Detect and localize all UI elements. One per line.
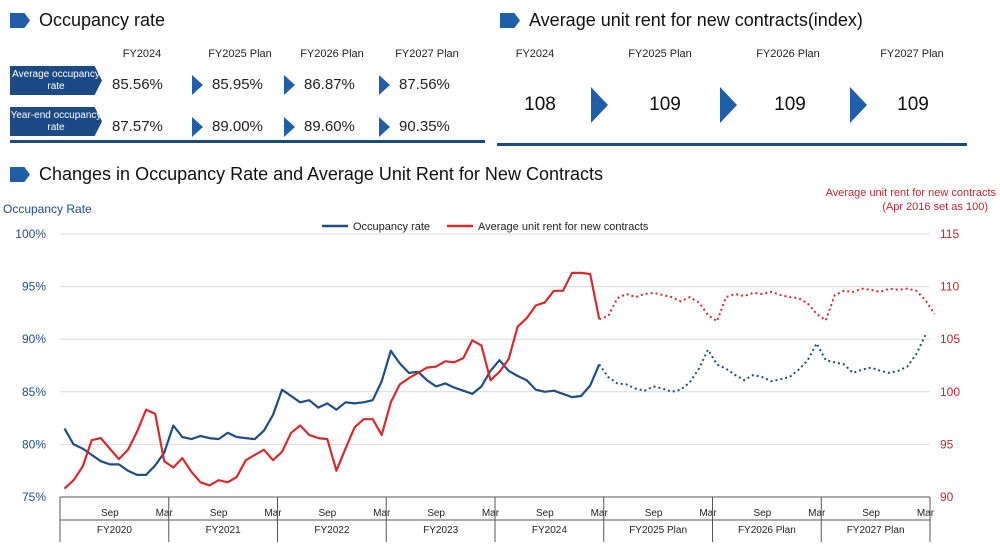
fiscal-year-label: FY2024: [532, 525, 567, 536]
arrow-right-icon: [284, 75, 295, 95]
arrow-right-icon: [379, 75, 390, 95]
left-tick-label: 90%: [22, 332, 46, 346]
arrow-right-icon: [379, 117, 390, 137]
rent-index-value: 109: [649, 94, 681, 115]
fiscal-year-label: FY2025 Plan: [629, 525, 687, 536]
month-tick-label: Mar: [591, 508, 609, 519]
month-tick-label: Sep: [753, 508, 771, 519]
month-tick-label: Mar: [699, 508, 717, 519]
left-tick-label: 75%: [22, 490, 46, 504]
rent-col-header: FY2027 Plan: [880, 48, 944, 60]
right-tick-label: 100: [940, 385, 960, 399]
occupancy-title-text: Occupancy rate: [39, 10, 166, 30]
right-tick-label: 110: [940, 280, 959, 294]
fiscal-year-label: FY2023: [423, 525, 458, 536]
occupancy-value: 89.00%: [212, 118, 263, 135]
section-marker-icon: [10, 13, 30, 28]
month-tick-label: Sep: [318, 508, 336, 519]
series-line-plan: [598, 334, 927, 393]
chart-section-title: Changes in Occupancy Rate and Average Un…: [10, 164, 603, 185]
occupancy-value: 89.60%: [304, 118, 355, 135]
series-line-actual: [63, 271, 601, 490]
occupancy-value: 86.87%: [304, 76, 355, 93]
rent-index-title-text: Average unit rent for new contracts(inde…: [529, 10, 863, 30]
occupancy-col-header: FY2025 Plan: [208, 48, 272, 60]
month-tick-label: Sep: [210, 508, 228, 519]
arrow-right-icon: [284, 117, 295, 137]
occupancy-col-header: FY2024: [122, 48, 162, 60]
month-tick-label: Mar: [482, 508, 500, 519]
occupancy-value: 85.56%: [112, 76, 163, 93]
occupancy-col-header: FY2026 Plan: [300, 48, 364, 60]
arrow-right-icon: [192, 117, 203, 137]
legend-label: Average unit rent for new contracts: [478, 221, 649, 233]
month-tick-label: Sep: [645, 508, 663, 519]
month-tick-label: Sep: [862, 508, 880, 519]
rent-index-value: 108: [524, 94, 556, 115]
row-label-average-occupancy: Average occupancy rate: [10, 66, 102, 95]
month-tick-label: Sep: [536, 508, 554, 519]
occupancy-section-title: Occupancy rate: [10, 10, 165, 31]
left-axis-label: Occupancy Rate: [3, 202, 92, 216]
rent-index-value: 109: [897, 94, 929, 115]
occupancy-value: 87.57%: [112, 118, 163, 135]
right-axis-label: Average unit rent for new contracts: [826, 187, 997, 199]
month-tick-label: Sep: [427, 508, 445, 519]
right-tick-label: 115: [940, 227, 959, 241]
rent-index-divider: [497, 143, 967, 146]
right-tick-label: 105: [940, 332, 960, 346]
section-marker-icon: [500, 13, 520, 28]
left-tick-label: 85%: [22, 385, 46, 399]
fiscal-year-label: FY2026 Plan: [738, 525, 796, 536]
rent-index-value: 109: [774, 94, 806, 115]
right-tick-label: 90: [940, 490, 954, 504]
series-line-actual: [63, 349, 601, 476]
fiscal-year-label: FY2022: [314, 525, 349, 536]
month-tick-label: Mar: [156, 508, 174, 519]
occupancy-value: 85.95%: [212, 76, 263, 93]
occupancy-value: 90.35%: [399, 118, 450, 135]
row-label-year-end-occupancy: Year-end occupancy rate: [10, 107, 102, 136]
left-tick-label: 80%: [22, 437, 46, 451]
arrow-right-icon: [720, 87, 737, 123]
left-tick-label: 100%: [15, 227, 46, 241]
arrow-right-icon: [591, 87, 608, 123]
fiscal-year-label: FY2020: [97, 525, 132, 536]
arrow-right-icon: [192, 75, 203, 95]
rent-col-header: FY2025 Plan: [628, 48, 692, 60]
chart-title-text: Changes in Occupancy Rate and Average Un…: [39, 164, 603, 184]
left-tick-label: 95%: [22, 280, 46, 294]
arrow-right-icon: [850, 87, 867, 123]
rent-index-section-title: Average unit rent for new contracts(inde…: [500, 10, 863, 31]
month-tick-label: Mar: [808, 508, 826, 519]
fiscal-year-label: FY2027 Plan: [847, 525, 905, 536]
rent-col-header: FY2024: [515, 48, 555, 60]
month-tick-label: Sep: [101, 508, 119, 519]
right-tick-label: 95: [940, 437, 954, 451]
occupancy-value: 87.56%: [399, 76, 450, 93]
month-tick-label: Mar: [373, 508, 391, 519]
occupancy-divider: [10, 140, 485, 143]
rent-col-header: FY2026 Plan: [756, 48, 820, 60]
occupancy-col-header: FY2027 Plan: [395, 48, 459, 60]
legend-label: Occupancy rate: [353, 221, 430, 233]
series-line-plan: [598, 287, 936, 323]
fiscal-year-label: FY2021: [206, 525, 241, 536]
month-tick-label: Mar: [917, 508, 935, 519]
month-tick-label: Mar: [264, 508, 282, 519]
section-marker-icon: [10, 167, 30, 182]
right-axis-label: (Apr 2016 set as 100): [882, 201, 988, 213]
